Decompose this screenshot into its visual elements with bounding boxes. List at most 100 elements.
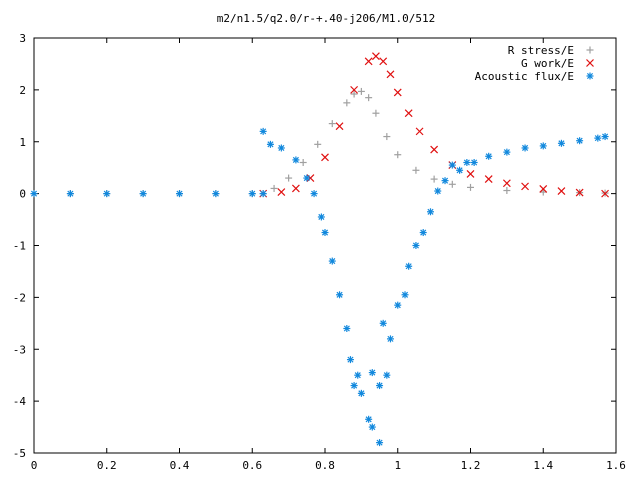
data-point [448, 161, 456, 169]
data-point [176, 190, 183, 198]
x-tick-label: 0.4 [170, 459, 190, 472]
y-tick-label: 3 [19, 32, 26, 45]
data-point [314, 140, 322, 148]
data-point [364, 57, 373, 66]
data-point [456, 166, 464, 174]
data-point [557, 187, 566, 195]
legend-marker [586, 72, 594, 80]
data-point [376, 439, 384, 447]
data-point [303, 174, 311, 182]
y-tick-label: 0 [19, 188, 26, 201]
data-point [248, 190, 256, 198]
data-point [412, 166, 420, 174]
data-point [317, 213, 325, 221]
data-point [30, 190, 38, 198]
y-tick-label: -2 [13, 291, 26, 304]
series-layer [30, 52, 610, 447]
y-tick-label: -1 [13, 240, 26, 253]
legend-marker [586, 46, 594, 54]
data-point [386, 70, 395, 79]
data-point [354, 371, 362, 379]
series-0 [30, 87, 609, 198]
data-point [285, 174, 293, 182]
data-point [412, 242, 420, 249]
data-point [277, 188, 286, 196]
data-point [299, 159, 307, 166]
plot-frame [33, 37, 617, 454]
data-point [321, 153, 329, 162]
data-point [383, 371, 391, 379]
data-point [404, 109, 413, 118]
data-point [357, 87, 365, 95]
data-point [441, 177, 449, 185]
data-point [259, 190, 267, 198]
data-point [343, 325, 351, 332]
x-tick-label: 0.6 [242, 459, 262, 472]
data-point [503, 187, 511, 195]
data-point [350, 382, 358, 390]
data-point [419, 229, 427, 237]
data-point [383, 133, 391, 141]
data-point [503, 148, 511, 156]
data-point [394, 151, 402, 159]
data-point [139, 190, 147, 198]
data-point [575, 188, 584, 197]
x-tick-label: 1.6 [606, 459, 626, 472]
data-point [401, 291, 409, 299]
x-tick-label: 1.2 [461, 459, 481, 472]
x-tick-label: 0 [31, 459, 38, 472]
x-tick-label: 1 [394, 459, 401, 472]
legend-label: R stress/E [508, 44, 574, 57]
data-point [350, 85, 359, 94]
data-point [372, 109, 380, 117]
data-point [434, 187, 442, 195]
data-point [346, 356, 354, 364]
y-tick-label: -4 [13, 395, 27, 408]
data-point [405, 262, 413, 270]
data-point [66, 190, 74, 198]
data-point [335, 122, 344, 131]
data-point [350, 90, 358, 98]
data-point [365, 94, 373, 102]
data-point [467, 183, 474, 191]
data-point [557, 139, 565, 147]
y-tick-label: 1 [19, 136, 26, 149]
data-point [379, 57, 388, 66]
legend-marker [586, 59, 594, 67]
data-point [372, 52, 380, 61]
series-2 [30, 127, 609, 447]
data-point [343, 99, 351, 107]
legend-label: G work/E [521, 57, 574, 70]
y-tick-label: 2 [19, 84, 26, 97]
data-point [521, 182, 529, 191]
data-point [485, 152, 493, 160]
data-point [430, 145, 439, 154]
data-point [357, 389, 365, 397]
data-point [393, 88, 402, 97]
data-point [448, 180, 456, 188]
x-tick-label: 0.8 [315, 459, 335, 472]
y-tick-label: -3 [13, 343, 26, 356]
data-point [601, 189, 610, 198]
data-point [336, 291, 344, 299]
data-point [328, 120, 336, 128]
y-tick-label: -5 [13, 447, 26, 460]
data-point [430, 175, 438, 183]
data-point [394, 301, 402, 309]
data-point [266, 140, 274, 148]
data-point [277, 144, 285, 152]
data-point [368, 369, 376, 377]
data-point [386, 335, 394, 343]
data-point [470, 159, 478, 166]
data-point [365, 415, 373, 423]
data-point [292, 156, 300, 164]
data-point [426, 208, 434, 216]
data-point [576, 137, 584, 145]
data-point [259, 127, 267, 135]
chart-title: m2/n1.5/q2.0/r-+.40-j206/M1.0/512 [217, 12, 436, 25]
data-point [270, 184, 278, 192]
data-point [368, 423, 376, 431]
x-tick-label: 1.4 [533, 459, 553, 472]
